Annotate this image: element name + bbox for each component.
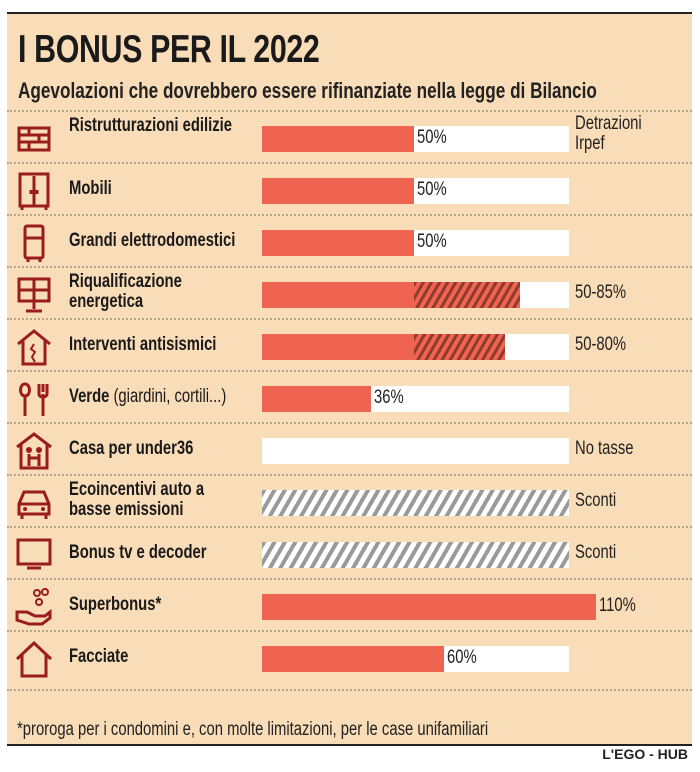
bar-fill <box>262 230 414 256</box>
row-note: 50-80% <box>575 334 627 355</box>
row-label-wrap: Ristrutturazioni edilizie <box>69 116 299 136</box>
row-label-wrap: Bonus tv e decoder <box>69 543 469 563</box>
bar-row: Interventi antisismici 50-80% <box>7 318 692 372</box>
row-note: Sconti <box>575 542 617 563</box>
row-label: Interventi antisismici <box>69 334 217 355</box>
bar-fill <box>262 178 414 204</box>
row-label: Grandi elettrodomestici <box>69 230 236 251</box>
solar-panel-icon <box>17 277 51 313</box>
bar-track <box>262 386 569 412</box>
row-label-wrap: Ecoincentivi auto a basse emissioni <box>69 480 299 520</box>
bar-fill <box>262 646 445 672</box>
bar-track <box>262 282 569 308</box>
row-label: Ecoincentivi auto a basse emissioni <box>69 479 205 520</box>
chart-title: I BONUS PER IL 2022 <box>18 28 320 71</box>
value-label: 60% <box>447 647 478 668</box>
row-label: Facciate <box>69 646 129 667</box>
tv-icon <box>16 538 52 570</box>
row-note: No tasse <box>575 438 634 459</box>
family-house-icon <box>16 432 52 470</box>
credit: L'EGO - HUB <box>602 746 688 762</box>
bar-range-hatch <box>414 334 506 360</box>
row-label-wrap: Verde (giardini, cortili...) <box>69 387 469 407</box>
bar-hatched-grey <box>262 490 569 516</box>
bar-hatched-grey <box>262 542 569 568</box>
row-note: Sconti <box>575 490 617 511</box>
bar-track <box>262 230 569 256</box>
footnote: *proroga per i condomini e, con molte li… <box>17 719 489 740</box>
row-label: Riqualificazione energetica <box>69 271 182 312</box>
bar-fill <box>262 594 597 620</box>
row-note: 50-85% <box>575 282 627 303</box>
bar-row: Bonus tv e decoder Sconti <box>7 526 692 580</box>
bar-row: Grandi elettrodomestici 50% <box>7 214 692 268</box>
bar-track <box>262 334 569 360</box>
value-label: 50% <box>417 231 447 252</box>
bar-track <box>262 542 569 568</box>
bar-fill <box>262 126 414 152</box>
bar-fill <box>262 386 372 412</box>
bar-track <box>262 594 597 620</box>
bar-row: Casa per under36 No tasse <box>7 422 692 476</box>
row-label: Bonus tv e decoder <box>69 542 207 563</box>
cabinet-icon <box>18 172 50 210</box>
value-label: 110% <box>599 595 637 616</box>
row-note: Detrazioni Irpef <box>575 113 642 154</box>
row-label: Superbonus* <box>69 594 162 615</box>
row-label-extra: (giardini, cortili...) <box>113 386 227 407</box>
row-label-wrap: Riqualificazione energetica <box>69 272 299 312</box>
chart-subtitle: Agevolazioni che dovrebbero essere rifin… <box>18 78 597 103</box>
fridge-icon <box>23 224 45 262</box>
bar-track <box>262 490 569 516</box>
value-label: 36% <box>374 387 405 408</box>
bar-row: Facciate 60% <box>7 630 692 684</box>
row-label-wrap: Mobili <box>69 179 469 199</box>
row-label: Verde <box>69 386 110 407</box>
bar-fill <box>262 282 414 308</box>
row-label-wrap: Facciate <box>69 647 469 667</box>
bar-row: Ristrutturazioni edilizie 50% Detrazioni I… <box>7 110 692 164</box>
value-label: 50% <box>417 179 447 200</box>
garden-tools-icon <box>19 382 49 416</box>
row-label: Mobili <box>69 178 112 199</box>
bar-row: Mobili 50% <box>7 162 692 216</box>
bar-row: Riqualificazione energetica 50-85% <box>7 266 692 320</box>
bar-track <box>262 126 569 152</box>
hand-coins-icon <box>15 588 52 626</box>
row-label-wrap: Interventi antisismici <box>69 335 469 355</box>
bar-track <box>262 646 569 672</box>
divider <box>7 689 692 691</box>
bar-row: Verde (giardini, cortili...) 36% <box>7 370 692 424</box>
row-label-wrap: Superbonus* <box>69 595 469 615</box>
value-label: 50% <box>417 127 447 148</box>
bar-range-hatch <box>414 282 521 308</box>
bar-track <box>262 178 569 204</box>
car-icon <box>17 490 51 519</box>
row-label: Casa per under36 <box>69 438 194 459</box>
bar-row: Ecoincentivi auto a basse emissioni Scont… <box>7 474 692 528</box>
row-label-wrap: Grandi elettrodomestici <box>69 231 469 251</box>
row-label-wrap: Casa per under36 <box>69 439 469 459</box>
infographic-panel: I BONUS PER IL 2022 Agevolazioni che dov… <box>7 12 692 746</box>
bricks-icon <box>17 126 51 152</box>
bar-track <box>262 438 569 464</box>
row-label: Ristrutturazioni edilizie <box>69 115 233 136</box>
bar-fill <box>262 334 414 360</box>
bar-row: Superbonus* 110% <box>7 578 692 632</box>
house-icon <box>15 640 53 678</box>
earthquake-house-icon <box>17 329 51 366</box>
